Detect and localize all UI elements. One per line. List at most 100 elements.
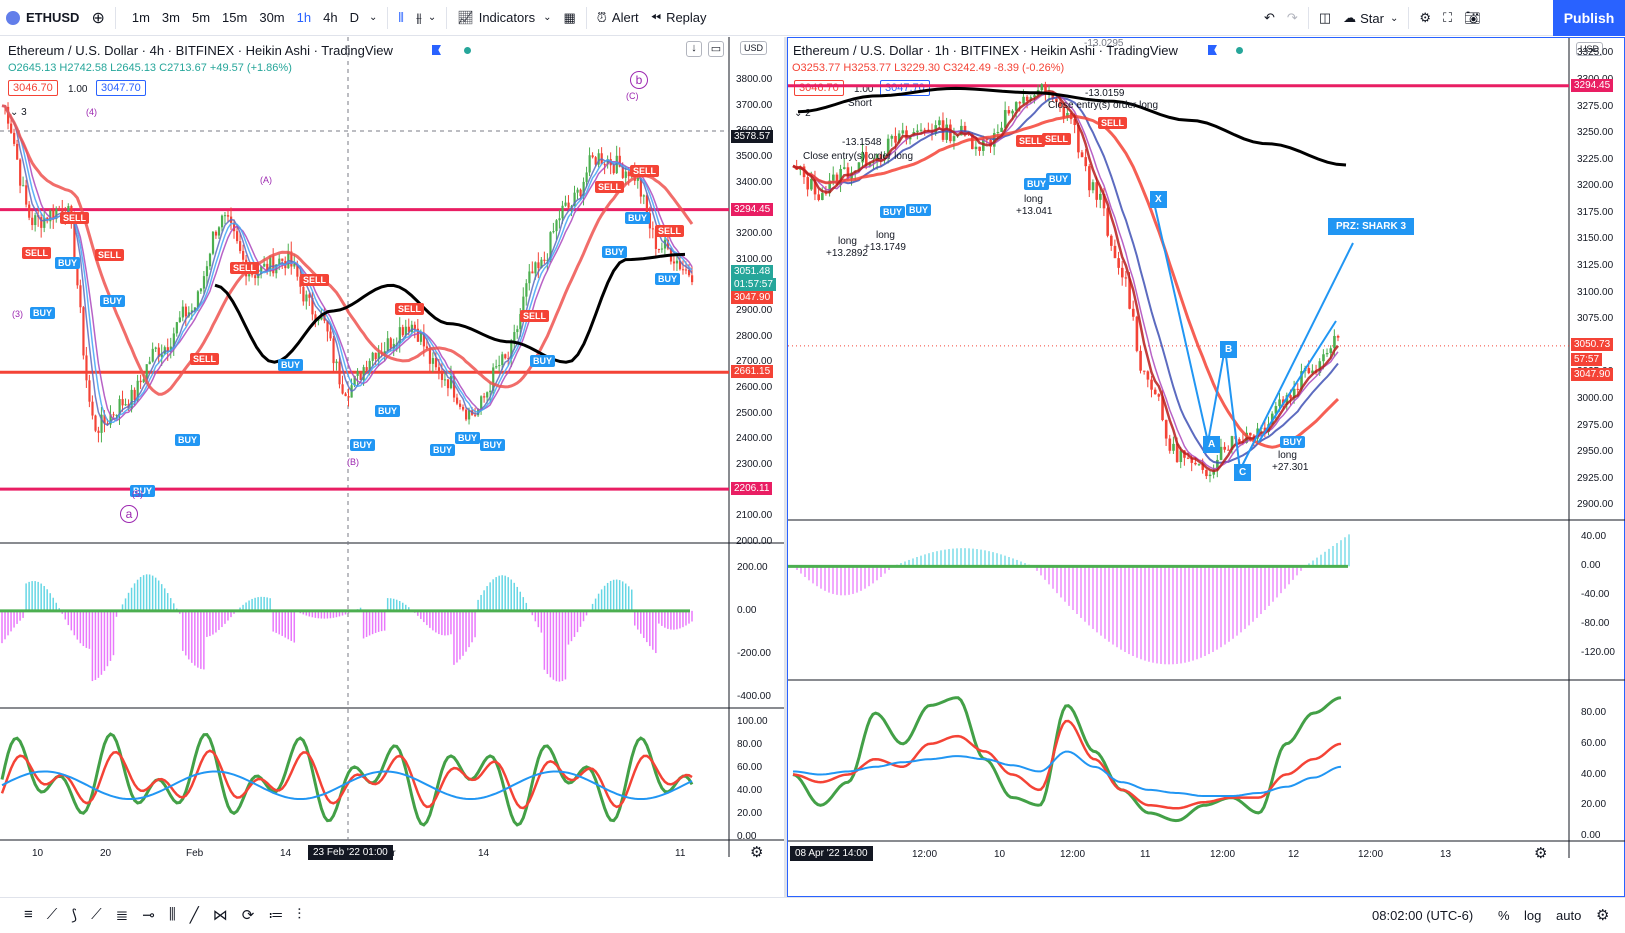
candle-body bbox=[226, 215, 230, 217]
publish-button[interactable]: Publish bbox=[1553, 0, 1625, 36]
candle-body bbox=[133, 389, 136, 400]
timeframe-D[interactable]: D bbox=[349, 10, 359, 25]
left-chart-settings-icon[interactable]: ⚙ bbox=[750, 844, 764, 861]
timeframe-3m[interactable]: 3m bbox=[161, 10, 180, 25]
symbol-search[interactable]: ETHUSD bbox=[0, 0, 85, 36]
undo-button[interactable]: ↶ bbox=[1258, 0, 1281, 36]
osc-tick-label: 0.00 bbox=[737, 604, 757, 616]
candle-body bbox=[290, 251, 293, 267]
candle-body bbox=[121, 399, 124, 406]
chart-type-button[interactable]: ⫵ ⌄ bbox=[410, 0, 442, 36]
candle-body bbox=[389, 338, 392, 349]
candle-body bbox=[1091, 182, 1095, 191]
candle-body bbox=[1025, 96, 1029, 101]
candle-body bbox=[531, 271, 534, 274]
bottom-settings-icon[interactable]: ⚙ bbox=[1596, 907, 1610, 924]
timeframe-5m[interactable]: 5m bbox=[191, 10, 211, 25]
candle-body bbox=[278, 258, 281, 265]
price-tick-label: 3000.00 bbox=[1577, 393, 1614, 404]
drawing-tool-icon[interactable]: ⟳ bbox=[241, 907, 255, 924]
candle-body bbox=[675, 260, 679, 264]
percent-toggle[interactable]: % bbox=[1498, 908, 1510, 923]
drawing-tool-icon[interactable]: ≔ bbox=[268, 907, 284, 924]
layout-button[interactable]: ◫ bbox=[1313, 0, 1337, 36]
candle-body bbox=[1197, 464, 1201, 466]
candle-body bbox=[567, 202, 570, 208]
stoch-d-line bbox=[0, 749, 693, 810]
candle-body bbox=[687, 269, 691, 276]
left-price-plot bbox=[0, 37, 785, 857]
right-chart-settings-icon[interactable]: ⚙ bbox=[1534, 845, 1548, 862]
drawing-tool-icon[interactable]: ⫶ bbox=[297, 906, 302, 923]
buy-signal-tag: BUY bbox=[1024, 178, 1050, 190]
candles-icon: ⫴ bbox=[398, 9, 404, 25]
chart-splitter[interactable] bbox=[784, 37, 787, 897]
timeframe-1h[interactable]: 1h bbox=[296, 10, 312, 25]
price-tick-label: 3100.00 bbox=[736, 253, 773, 265]
timeframe-30m[interactable]: 30m bbox=[259, 10, 285, 25]
settings-button[interactable]: ⚙ bbox=[1413, 0, 1437, 36]
layouts-button[interactable]: ▦ bbox=[557, 0, 581, 36]
left-currency-select[interactable]: USD bbox=[740, 41, 768, 55]
sell-signal-tag: SELL bbox=[300, 274, 330, 286]
compare-button[interactable]: ⊕ bbox=[85, 0, 110, 36]
drawing-tool-icon[interactable]: ≡ bbox=[24, 906, 33, 923]
drawing-tool-icon[interactable]: ╱ bbox=[189, 907, 199, 924]
drawing-tool-icon[interactable]: ⫼ bbox=[168, 906, 176, 923]
candle-body bbox=[919, 129, 923, 131]
candle-body bbox=[88, 380, 91, 402]
candle-body bbox=[1336, 335, 1340, 338]
candle-body bbox=[585, 172, 588, 182]
timeframe-1m[interactable]: 1m bbox=[131, 10, 150, 25]
bar-style-button[interactable]: ⫴ bbox=[392, 0, 409, 36]
time-tick-label: Feb bbox=[186, 848, 204, 859]
candle-body bbox=[82, 307, 85, 356]
right-currency-select[interactable]: USD bbox=[1576, 42, 1604, 56]
right-chart-pane[interactable]: Ethereum / U.S. Dollar · 1h · BITFINEX ·… bbox=[787, 37, 1625, 897]
order-qty: 1.00 bbox=[854, 84, 874, 95]
drawing-tool-icon[interactable]: ⟋ bbox=[46, 906, 58, 923]
timeframe-15m[interactable]: 15m bbox=[222, 10, 248, 25]
legend-toggle[interactable]: ⌄ 3 bbox=[10, 107, 27, 118]
indicators-button[interactable]: 📈︎ Indicators ⌄ bbox=[451, 0, 557, 36]
candle-body bbox=[1102, 193, 1106, 209]
drawing-tool-icon[interactable]: ⟋ bbox=[91, 906, 102, 923]
drawing-tool-icon[interactable]: ≣ bbox=[115, 907, 129, 924]
snapshot-button[interactable]: 📷︎ bbox=[1458, 0, 1487, 36]
candle-body bbox=[1289, 395, 1292, 399]
candle-body bbox=[1044, 84, 1047, 95]
wave-label: b bbox=[630, 71, 648, 89]
timeframe-4h[interactable]: 4h bbox=[323, 10, 338, 25]
candle-body bbox=[843, 167, 846, 169]
chevron-down-icon[interactable]: ⌄ bbox=[368, 12, 378, 23]
candle-body bbox=[1161, 396, 1164, 421]
candle-body bbox=[963, 125, 967, 134]
scroll-down-button[interactable]: ↓ bbox=[686, 41, 702, 57]
sell-price-box[interactable]: 3046.70 bbox=[8, 80, 58, 96]
drawing-tool-icon[interactable]: ⊸ bbox=[142, 907, 155, 924]
fullscreen-button[interactable]: ⛶ bbox=[1437, 0, 1458, 36]
candle-body bbox=[806, 177, 810, 190]
drawing-tool-icon[interactable]: ⟆ bbox=[71, 907, 78, 924]
star-button[interactable]: ☁ Star ⌄ bbox=[1337, 0, 1404, 36]
trade-annotation: long bbox=[838, 236, 857, 247]
log-toggle[interactable]: log bbox=[1524, 908, 1542, 923]
right-toolbar: ↶ ↷ ◫ ☁ Star ⌄ ⚙ ⛶ 📷︎ bbox=[1258, 0, 1487, 36]
indicators-icon: 📈︎ bbox=[457, 9, 474, 25]
buy-signal-tag: BUY bbox=[278, 359, 304, 371]
candle-body bbox=[642, 195, 645, 197]
buy-price-box[interactable]: 3047.70 bbox=[96, 80, 146, 96]
drawing-tool-icon[interactable]: ⋈ bbox=[212, 907, 228, 924]
maximize-button[interactable]: ▭ bbox=[708, 41, 724, 57]
harmonic-projection-line bbox=[1257, 320, 1337, 444]
candle-body bbox=[40, 217, 43, 228]
replay-button[interactable]: ⏪︎ Replay bbox=[645, 0, 713, 36]
buy-signal-tag: BUY bbox=[1046, 173, 1072, 185]
price-tick-label: 2975.00 bbox=[1577, 419, 1614, 431]
auto-toggle[interactable]: auto bbox=[1556, 908, 1582, 923]
alert-button[interactable]: ⏰︎ Alert bbox=[591, 0, 645, 36]
left-chart-pane[interactable]: Ethereum / U.S. Dollar · 4h · BITFINEX ·… bbox=[0, 37, 785, 897]
legend-toggle[interactable]: ⌄ 2 bbox=[794, 108, 811, 119]
ethereum-logo-icon bbox=[6, 10, 20, 25]
redo-button[interactable]: ↷ bbox=[1281, 0, 1304, 36]
